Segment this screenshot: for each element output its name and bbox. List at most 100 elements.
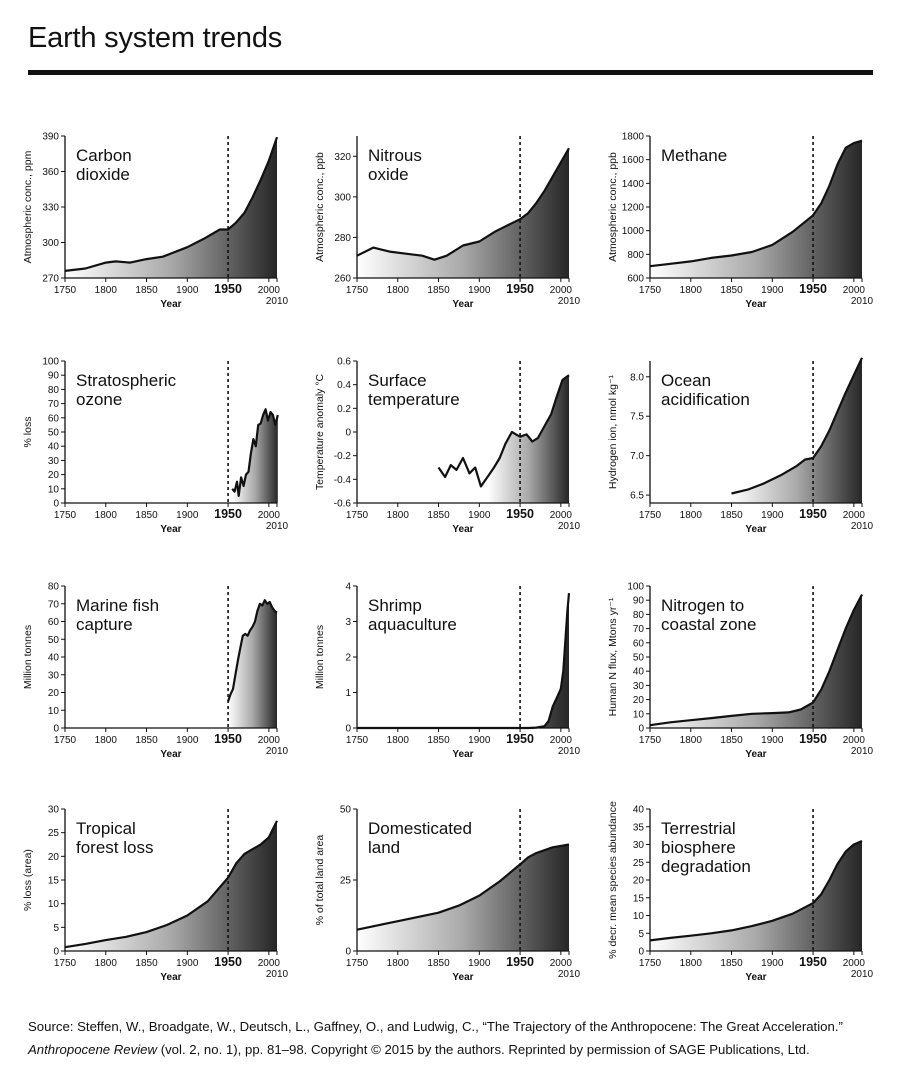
series-line <box>231 408 279 497</box>
series-line <box>64 136 279 272</box>
x-tick-label: 1750 <box>639 285 662 296</box>
x-tick-label: 1900 <box>176 510 199 521</box>
x-tick-label: 1850 <box>427 735 450 746</box>
x-tick-label: 1850 <box>135 958 158 969</box>
series-area <box>65 137 277 278</box>
y-tick-label: 40 <box>48 442 60 453</box>
y-tick-label: 10 <box>48 484 60 495</box>
chart-title-line: Carbon <box>76 146 132 165</box>
x-axis-label: Year <box>745 524 766 535</box>
y-tick-label: 0 <box>638 724 644 735</box>
y-axis-label: Atmospheric conc., ppm <box>22 150 34 263</box>
y-tick-label: 90 <box>633 596 645 607</box>
y-axis-label: % loss <box>22 417 34 448</box>
x-tick-label: 2000 <box>843 958 866 969</box>
y-tick-label: 800 <box>627 250 644 261</box>
series-area <box>357 844 569 951</box>
y-tick-label: 80 <box>633 610 645 621</box>
x-end-label: 2010 <box>558 969 581 980</box>
y-tick-label: 300 <box>334 192 351 203</box>
y-axis-label: % loss (area) <box>22 849 34 911</box>
x-end-label: 2010 <box>558 746 581 757</box>
x-tick-label: 1850 <box>720 510 743 521</box>
y-tick-label: 0 <box>345 428 351 439</box>
chart-title-line: dioxide <box>76 165 130 184</box>
y-tick-label: 35 <box>633 822 645 833</box>
x-tick-label: 1900 <box>468 958 491 969</box>
x-end-label: 2010 <box>558 521 581 532</box>
y-tick-label: -0.6 <box>334 499 352 510</box>
x-tick-label: 1850 <box>720 735 743 746</box>
x-tick-label: 1750 <box>639 735 662 746</box>
x-tick-label: 1750 <box>346 510 369 521</box>
series-area <box>731 357 862 503</box>
x-tick-label: 1900 <box>176 285 199 296</box>
x-tick-label: 1900 <box>176 958 199 969</box>
series-line <box>227 599 278 702</box>
x-tick-label-marker: 1950 <box>799 507 827 521</box>
y-tick-label: 25 <box>633 858 645 869</box>
y-tick-label: 1000 <box>622 226 645 237</box>
series-line <box>64 820 278 949</box>
x-end-label: 2010 <box>851 746 874 757</box>
x-tick-label-marker: 1950 <box>506 282 534 296</box>
source-journal: Anthropocene Review <box>28 1042 158 1057</box>
y-tick-label: 50 <box>48 635 60 646</box>
y-tick-label: 1400 <box>622 179 645 190</box>
chart-title-line: Tropical <box>76 819 136 838</box>
x-tick-label: 1900 <box>176 735 199 746</box>
source-line-1: Source: Steffen, W., Broadgate, W., Deut… <box>28 1019 843 1034</box>
y-tick-label: 80 <box>48 385 60 396</box>
x-tick-label: 1900 <box>468 510 491 521</box>
chart-title-line: Surface <box>368 371 427 390</box>
x-tick-label: 1850 <box>720 285 743 296</box>
y-tick-label: 300 <box>42 238 59 249</box>
chart-title-line: oxide <box>368 165 409 184</box>
y-tick-label: 60 <box>48 413 60 424</box>
x-tick-label: 1900 <box>468 735 491 746</box>
x-tick-label: 1850 <box>135 285 158 296</box>
y-axis-label: Human N flux, Mtons yr⁻¹ <box>607 597 619 716</box>
x-axis-label: Year <box>452 749 473 760</box>
y-axis-label: Atmospheric conc., ppb <box>607 152 619 262</box>
x-tick-label: 2000 <box>258 958 281 969</box>
x-end-label: 2010 <box>851 296 874 307</box>
chart-title-line: Nitrous <box>368 146 422 165</box>
chart-panel-7: 0 10 20 30 40 50 60 70 80 1750 1800 1850 1900 1950 200… <box>22 582 289 761</box>
x-tick-label: 1800 <box>680 958 703 969</box>
x-tick-label: 1750 <box>54 735 77 746</box>
x-axis-label: Year <box>160 524 181 535</box>
y-tick-label: 50 <box>48 428 60 439</box>
x-end-label: 2010 <box>851 521 874 532</box>
title-rule <box>28 70 873 75</box>
y-tick-label: 10 <box>633 911 645 922</box>
series-area <box>650 841 862 951</box>
x-tick-label-marker: 1950 <box>214 955 242 969</box>
x-tick-label: 1800 <box>95 958 118 969</box>
x-end-label: 2010 <box>851 969 874 980</box>
y-tick-label: 0 <box>345 947 351 958</box>
chart-title-line: Ocean <box>661 371 711 390</box>
series-line <box>356 147 570 261</box>
x-tick-label: 1800 <box>95 735 118 746</box>
y-tick-label: 0 <box>345 724 351 735</box>
x-tick-label: 1900 <box>761 958 784 969</box>
series-line <box>649 839 863 942</box>
x-end-label: 2010 <box>266 521 289 532</box>
x-tick-label: 2000 <box>550 285 573 296</box>
series-area <box>650 594 862 728</box>
chart-title-line: Methane <box>661 146 727 165</box>
y-tick-label: -0.2 <box>334 451 352 462</box>
y-axis-label: Atmospheric conc., ppb <box>314 152 326 262</box>
chart-title-line: biosphere <box>661 838 736 857</box>
x-axis-label: Year <box>160 299 181 310</box>
y-tick-label: 30 <box>48 456 60 467</box>
x-axis-label: Year <box>745 972 766 983</box>
y-tick-label: 8.0 <box>630 372 644 383</box>
x-tick-label: 1750 <box>54 958 77 969</box>
y-tick-label: 0 <box>53 724 59 735</box>
chart-title-line: degradation <box>661 857 751 876</box>
x-tick-label: 1800 <box>680 735 703 746</box>
